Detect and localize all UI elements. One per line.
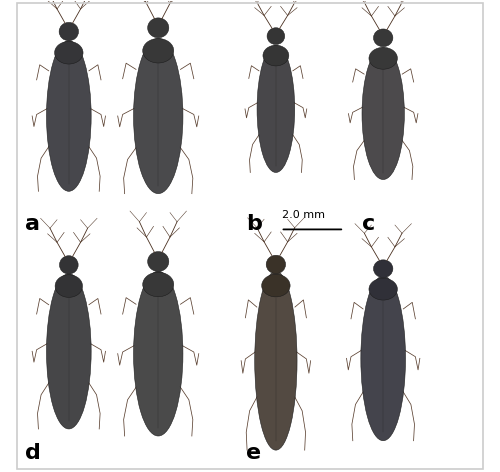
Ellipse shape <box>369 278 398 300</box>
Text: a: a <box>25 214 40 234</box>
Ellipse shape <box>148 252 169 271</box>
Ellipse shape <box>59 22 78 41</box>
Text: d: d <box>25 443 41 463</box>
Text: b: b <box>246 214 262 234</box>
Text: e: e <box>246 443 262 463</box>
Ellipse shape <box>148 18 169 38</box>
Ellipse shape <box>374 260 393 278</box>
Ellipse shape <box>266 255 285 274</box>
Ellipse shape <box>46 41 91 191</box>
Ellipse shape <box>374 29 393 47</box>
Ellipse shape <box>254 271 297 450</box>
Ellipse shape <box>134 38 183 194</box>
Ellipse shape <box>134 271 183 436</box>
Ellipse shape <box>262 274 290 297</box>
Ellipse shape <box>369 47 398 69</box>
Ellipse shape <box>267 28 284 44</box>
Ellipse shape <box>257 45 294 172</box>
Ellipse shape <box>46 274 91 429</box>
Ellipse shape <box>60 256 78 274</box>
Ellipse shape <box>142 39 174 63</box>
Ellipse shape <box>54 42 83 64</box>
Ellipse shape <box>263 45 289 66</box>
Ellipse shape <box>361 276 406 441</box>
Ellipse shape <box>362 48 405 179</box>
Text: 2.0 mm: 2.0 mm <box>282 211 325 220</box>
Ellipse shape <box>142 272 174 297</box>
Text: c: c <box>362 214 376 234</box>
Ellipse shape <box>55 275 82 297</box>
